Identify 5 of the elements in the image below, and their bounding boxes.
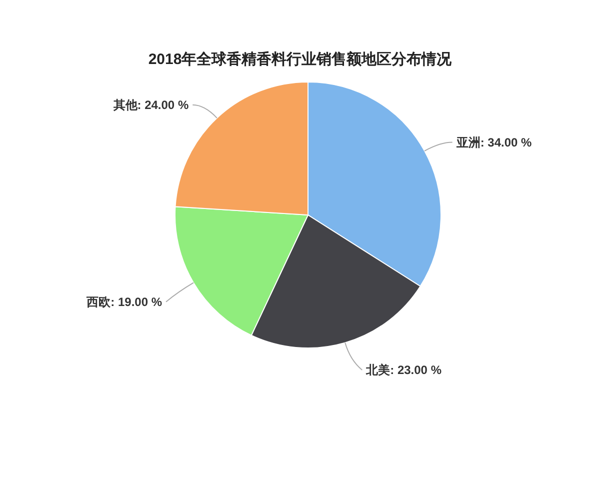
slice-label: 西欧: 19.00 % [86, 294, 162, 309]
slice-label: 其他: 24.00 % [112, 98, 189, 112]
slice-label: 北美: 23.00 % [365, 363, 442, 378]
chart-title: 2018年全球香精香料行业销售额地区分布情况 [147, 50, 453, 70]
slice-label: 亚洲: 34.00 % [455, 135, 532, 150]
